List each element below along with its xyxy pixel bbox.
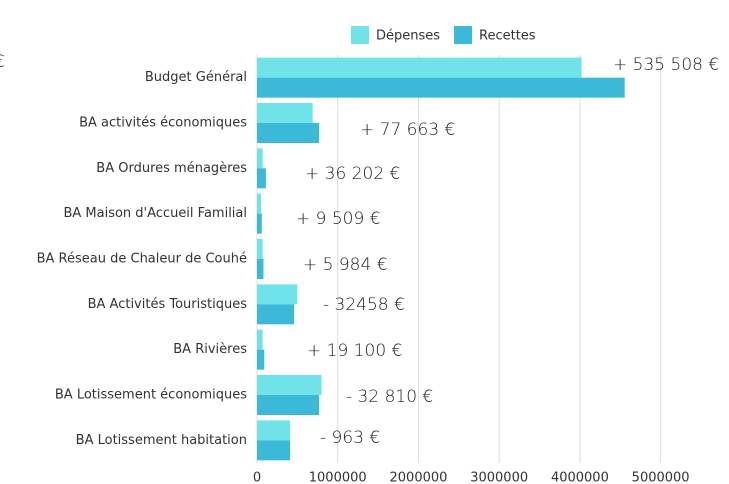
- annotation: + 77 663 €: [360, 120, 455, 140]
- bar: [257, 349, 265, 370]
- bar: [257, 168, 266, 189]
- x-tick-label: 1000000: [309, 471, 367, 484]
- legend-swatch: [351, 26, 369, 44]
- legend-label: Dépenses: [376, 29, 440, 44]
- bar: [257, 395, 320, 415]
- bar: [257, 259, 264, 279]
- legend-swatch: [454, 26, 472, 44]
- bar: [257, 77, 625, 98]
- bar: [257, 193, 262, 214]
- bar: [257, 239, 263, 259]
- annotation: + 9 509 €: [296, 209, 381, 229]
- x-tick-label: 0: [253, 471, 261, 484]
- annotation: + 5 984 €: [303, 255, 388, 275]
- y-tick-label: BA Ordures ménagères: [96, 161, 247, 176]
- y-tick-label: BA Activités Touristiques: [88, 297, 248, 312]
- bar: [257, 284, 298, 305]
- bar: [257, 375, 322, 395]
- annotation: - 963 €: [320, 428, 380, 448]
- bar: [257, 103, 313, 123]
- x-tick-label: 3000000: [470, 471, 528, 484]
- bar: [257, 440, 291, 461]
- annotation: + 36 202 €: [305, 164, 400, 184]
- bar: [257, 148, 263, 169]
- y-tick-label: Budget Général: [145, 70, 247, 85]
- annotation: + 19 100 €: [307, 341, 402, 361]
- y-tick-label: BA Rivières: [173, 342, 247, 357]
- y-tick-label: BA activités économiques: [79, 116, 247, 131]
- y-tick-label: BA Lotissement économiques: [55, 388, 247, 403]
- y-tick-label: BA Maison d'Accueil Familial: [63, 206, 247, 221]
- annotation: - 32458 €: [323, 295, 405, 315]
- y-tick-label: BA Lotissement habitation: [76, 433, 247, 448]
- x-tick-label: 2000000: [390, 471, 448, 484]
- annotation: - 32 810 €: [346, 387, 433, 407]
- bar: [257, 57, 582, 78]
- bar: [257, 304, 295, 325]
- legend-label: Recettes: [479, 29, 536, 44]
- bar: [257, 329, 263, 350]
- bar: [257, 420, 291, 441]
- bar: [257, 213, 262, 234]
- y-tick-label: BA Réseau de Chaleur de Couhé: [37, 252, 247, 267]
- x-tick-label: 4000000: [551, 471, 609, 484]
- bar: [257, 123, 320, 143]
- annotation: €: [0, 52, 5, 72]
- annotation: + 535 508 €: [613, 55, 719, 75]
- x-tick-label: 5000000: [632, 471, 690, 484]
